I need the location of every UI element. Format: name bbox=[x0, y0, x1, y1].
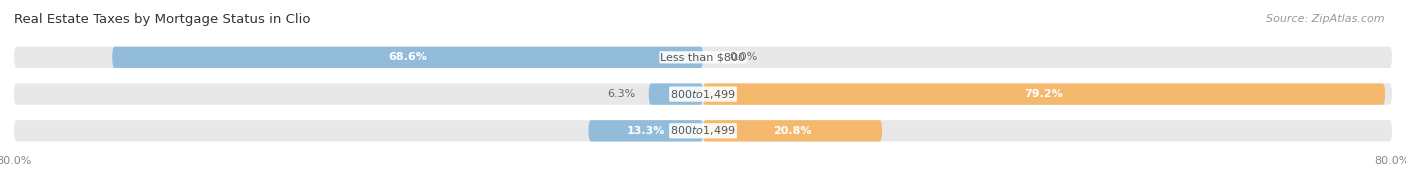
FancyBboxPatch shape bbox=[14, 47, 1392, 68]
FancyBboxPatch shape bbox=[112, 47, 703, 68]
Text: Source: ZipAtlas.com: Source: ZipAtlas.com bbox=[1267, 14, 1385, 24]
Text: $800 to $1,499: $800 to $1,499 bbox=[671, 124, 735, 137]
Text: Less than $800: Less than $800 bbox=[661, 52, 745, 62]
Text: 68.6%: 68.6% bbox=[388, 52, 427, 62]
FancyBboxPatch shape bbox=[14, 120, 1392, 142]
Text: $800 to $1,499: $800 to $1,499 bbox=[671, 88, 735, 101]
Text: 0.0%: 0.0% bbox=[728, 52, 756, 62]
FancyBboxPatch shape bbox=[648, 83, 703, 105]
FancyBboxPatch shape bbox=[14, 83, 1392, 105]
Text: 20.8%: 20.8% bbox=[773, 126, 811, 136]
FancyBboxPatch shape bbox=[589, 120, 703, 142]
Text: 13.3%: 13.3% bbox=[627, 126, 665, 136]
FancyBboxPatch shape bbox=[703, 120, 882, 142]
FancyBboxPatch shape bbox=[703, 83, 1385, 105]
Text: 79.2%: 79.2% bbox=[1025, 89, 1063, 99]
Text: 6.3%: 6.3% bbox=[607, 89, 636, 99]
Text: Real Estate Taxes by Mortgage Status in Clio: Real Estate Taxes by Mortgage Status in … bbox=[14, 13, 311, 26]
